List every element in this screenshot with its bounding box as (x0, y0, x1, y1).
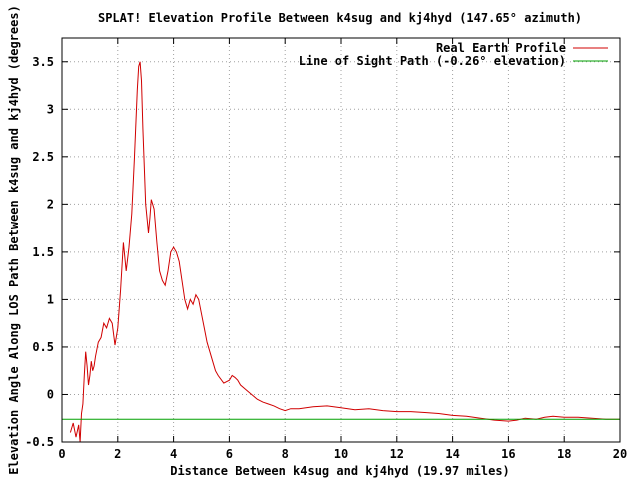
y-tick-label: 0 (47, 387, 54, 401)
y-axis-label: Elevation Angle Along LOS Path Between k… (7, 5, 21, 475)
y-tick-label: 2 (47, 197, 54, 211)
y-tick-label: 3 (47, 102, 54, 116)
grid-lines (62, 38, 620, 442)
x-tick-label: 6 (226, 447, 233, 461)
x-tick-label: 18 (557, 447, 571, 461)
x-axis-ticks: 0 2 4 6 8 10 12 14 16 18 20 (58, 38, 627, 461)
x-tick-label: 14 (445, 447, 459, 461)
y-axis-ticks: -0.5 0 0.5 1 1.5 2 2.5 3 3.5 (25, 55, 620, 449)
x-tick-label: 4 (170, 447, 177, 461)
x-tick-label: 20 (613, 447, 627, 461)
x-axis-label: Distance Between k4sug and kj4hyd (19.97… (170, 464, 510, 478)
x-tick-label: 0 (58, 447, 65, 461)
y-tick-label: 3.5 (32, 55, 54, 69)
x-tick-label: 8 (282, 447, 289, 461)
y-tick-label: 0.5 (32, 340, 54, 354)
legend-label: Real Earth Profile (436, 41, 566, 55)
series-line-real-earth-profile (69, 61, 620, 442)
y-tick-label: 1.5 (32, 245, 54, 259)
y-tick-label: 1 (47, 292, 54, 306)
x-tick-label: 16 (501, 447, 515, 461)
x-tick-label: 2 (114, 447, 121, 461)
series-layer (62, 61, 620, 442)
chart-title: SPLAT! Elevation Profile Between k4sug a… (98, 11, 582, 25)
y-tick-label: 2.5 (32, 150, 54, 164)
legend-label: Line of Sight Path (-0.26° elevation) (299, 54, 566, 68)
x-tick-label: 10 (334, 447, 348, 461)
y-tick-label: -0.5 (25, 435, 54, 449)
x-tick-label: 12 (390, 447, 404, 461)
